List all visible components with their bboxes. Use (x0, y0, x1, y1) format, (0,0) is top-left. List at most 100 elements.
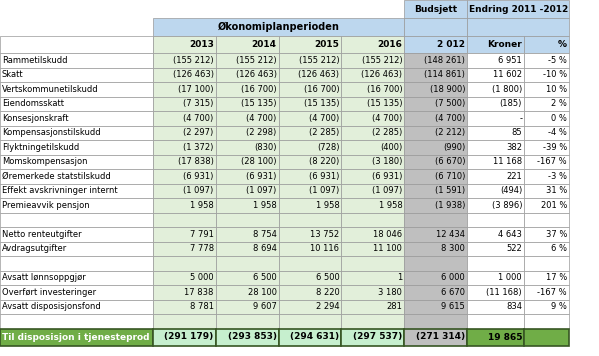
Text: 1 000: 1 000 (498, 273, 522, 282)
Bar (467, 329, 524, 346)
Bar (341, 96, 404, 111)
Text: 19 865: 19 865 (488, 333, 522, 341)
Text: 1 958: 1 958 (253, 201, 277, 210)
Bar (153, 96, 216, 111)
Bar (404, 111, 467, 126)
Bar (404, 299, 467, 314)
Text: (126 463): (126 463) (173, 70, 214, 79)
Text: (126 463): (126 463) (361, 70, 403, 79)
Text: (6 931): (6 931) (246, 172, 277, 181)
Text: (2 285): (2 285) (372, 128, 403, 137)
Bar (216, 82, 279, 96)
Text: 37 %: 37 % (546, 230, 567, 239)
Bar (216, 227, 279, 241)
Text: (1 097): (1 097) (372, 186, 403, 195)
Text: (126 463): (126 463) (235, 70, 277, 79)
Bar (404, 314, 467, 329)
Text: (1 097): (1 097) (309, 186, 340, 195)
Bar (279, 198, 341, 213)
Text: -4 %: -4 % (548, 128, 567, 137)
Text: (2 212): (2 212) (435, 128, 465, 137)
Bar (0, 0, 404, 18)
Bar (153, 155, 216, 169)
Text: (16 700): (16 700) (304, 85, 340, 94)
Text: (293 853): (293 853) (228, 333, 277, 341)
Text: 2016: 2016 (377, 40, 403, 49)
Text: (1 938): (1 938) (435, 201, 465, 210)
Bar (404, 126, 467, 140)
Text: (4 700): (4 700) (246, 114, 277, 123)
Text: 13 752: 13 752 (310, 230, 340, 239)
Text: (155 212): (155 212) (299, 56, 340, 65)
Bar (279, 96, 341, 111)
Text: 9 607: 9 607 (253, 302, 277, 311)
Bar (341, 198, 404, 213)
Text: 10 %: 10 % (546, 85, 567, 94)
Bar (0, 111, 153, 126)
Bar (153, 213, 216, 227)
Bar (216, 68, 279, 82)
Bar (404, 53, 467, 68)
Text: (155 212): (155 212) (362, 56, 403, 65)
Text: 7 791: 7 791 (190, 230, 214, 239)
Text: 18 046: 18 046 (373, 230, 403, 239)
Bar (341, 314, 404, 329)
Bar (404, 227, 467, 241)
Bar (341, 329, 404, 346)
Text: Budsjett: Budsjett (415, 5, 457, 14)
Bar (467, 36, 524, 53)
Text: (17 838): (17 838) (178, 157, 214, 166)
Bar (153, 18, 404, 36)
Bar (404, 285, 467, 299)
Bar (153, 111, 216, 126)
Text: 8 300: 8 300 (441, 244, 465, 253)
Bar (153, 299, 216, 314)
Bar (404, 198, 467, 213)
Text: (1 800): (1 800) (492, 85, 522, 94)
Text: (2 285): (2 285) (309, 128, 340, 137)
Bar (404, 213, 467, 227)
Text: (6 931): (6 931) (372, 172, 403, 181)
Text: 11 602: 11 602 (493, 70, 522, 79)
Bar (0, 53, 153, 68)
Bar (524, 126, 569, 140)
Bar (404, 68, 467, 82)
Bar (0, 155, 153, 169)
Bar (467, 82, 524, 96)
Bar (524, 213, 569, 227)
Text: Flyktningetilskudd: Flyktningetilskudd (2, 143, 79, 152)
Text: 1 958: 1 958 (190, 201, 214, 210)
Bar (404, 0, 467, 18)
Text: (1 372): (1 372) (183, 143, 214, 152)
Bar (467, 271, 524, 285)
Bar (341, 213, 404, 227)
Bar (0, 213, 153, 227)
Text: 1 958: 1 958 (379, 201, 403, 210)
Bar (153, 314, 216, 329)
Text: (297 537): (297 537) (353, 333, 403, 341)
Bar (153, 198, 216, 213)
Text: (4 700): (4 700) (372, 114, 403, 123)
Text: Skatt: Skatt (2, 70, 23, 79)
Bar (279, 111, 341, 126)
Text: -167 %: -167 % (537, 157, 567, 166)
Text: (7 315): (7 315) (183, 99, 214, 108)
Text: (11 168): (11 168) (486, 288, 522, 297)
Text: Vertskommunetilskudd: Vertskommunetilskudd (2, 85, 99, 94)
Text: 9 %: 9 % (551, 302, 567, 311)
Text: 2 294: 2 294 (316, 302, 340, 311)
Text: (990): (990) (443, 143, 465, 152)
Text: Momskompensasjon: Momskompensasjon (2, 157, 87, 166)
Bar (279, 36, 341, 53)
Text: Avsatt disposisjonsfond: Avsatt disposisjonsfond (2, 302, 101, 311)
Text: (1 097): (1 097) (246, 186, 277, 195)
Bar (524, 256, 569, 271)
Bar (524, 36, 569, 53)
Text: (291 179): (291 179) (164, 333, 214, 341)
Text: 8 220: 8 220 (316, 288, 340, 297)
Bar (153, 169, 216, 183)
Bar (216, 155, 279, 169)
Bar (341, 256, 404, 271)
Bar (279, 241, 341, 256)
Bar (467, 241, 524, 256)
